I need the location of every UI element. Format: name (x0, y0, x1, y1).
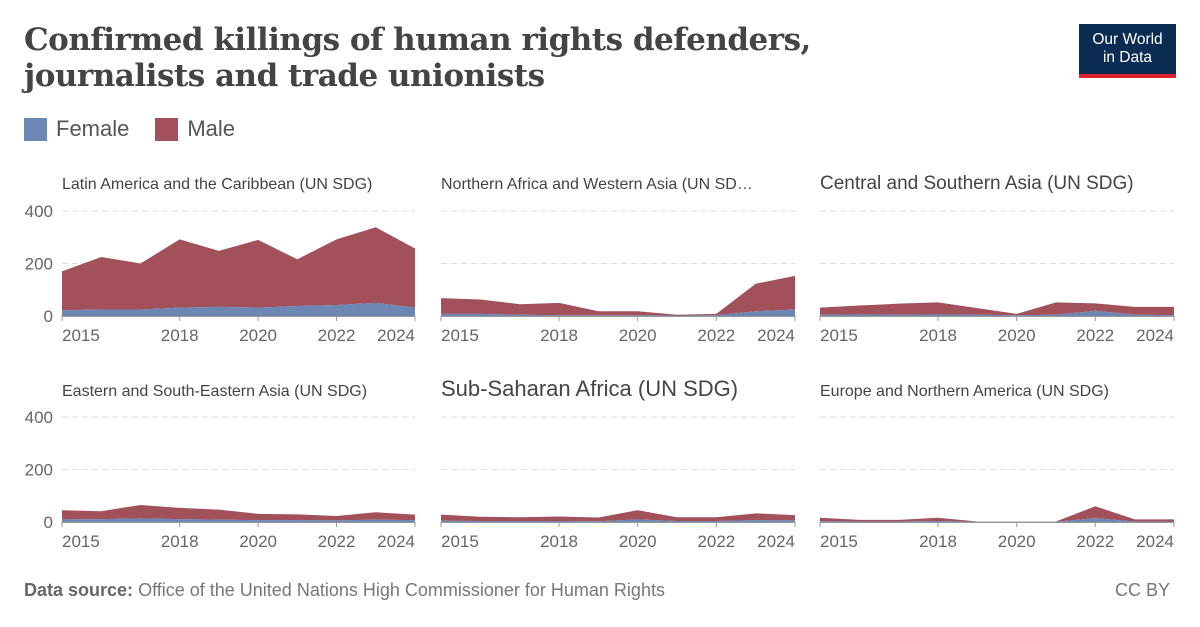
panel-title: Eastern and South-Eastern Asia (UN SDG) (62, 383, 367, 400)
x-tick-label: 2020 (998, 532, 1036, 551)
x-tick-label: 2022 (1076, 532, 1114, 551)
x-tick-label: 2024 (1136, 532, 1174, 551)
license-link[interactable]: CC BY (1114, 580, 1170, 600)
x-tick-label: 2022 (697, 532, 735, 551)
y-tick-label: 400 (25, 202, 53, 221)
area-male (441, 510, 795, 522)
area-female (62, 302, 415, 316)
area-male (62, 504, 415, 521)
area-female (441, 309, 795, 316)
x-tick-label: 2020 (619, 532, 657, 551)
area-male (62, 227, 415, 311)
owid-logo[interactable]: Our World in Data (1079, 24, 1176, 78)
x-tick-label: 2022 (1076, 326, 1114, 345)
chart-title: Confirmed killings of human rights defen… (24, 22, 811, 94)
area-female (820, 310, 1174, 316)
area-female (62, 518, 415, 522)
legend-item-female[interactable]: Female (24, 116, 129, 142)
y-tick-label: 400 (25, 408, 53, 427)
x-tick-label: 2018 (540, 326, 578, 345)
legend-swatch-male (155, 117, 179, 141)
legend-label-male: Male (187, 116, 236, 141)
x-tick-label: 2020 (619, 326, 657, 345)
area-male (820, 506, 1174, 522)
panel-title: Sub-Saharan Africa (UN SDG) (441, 376, 738, 401)
y-tick-label: 200 (25, 461, 53, 480)
legend-swatch-female (24, 117, 47, 141)
data-source: Data source: Office of the United Nation… (24, 580, 665, 601)
x-tick-label: 2015 (820, 532, 858, 551)
x-tick-label: 2022 (697, 326, 735, 345)
legend-item-male[interactable]: Male (155, 116, 235, 142)
x-tick-label: 2024 (1136, 326, 1174, 345)
area-male (441, 275, 795, 316)
panel-title: Latin America and the Caribbean (UN SDG) (62, 176, 372, 193)
y-tick-label: 200 (25, 255, 53, 274)
x-tick-label: 2024 (757, 326, 795, 345)
x-tick-label: 2015 (820, 326, 858, 345)
data-source-text: Office of the United Nations High Commis… (138, 580, 665, 600)
x-tick-label: 2020 (998, 326, 1036, 345)
x-tick-label: 2020 (239, 532, 277, 551)
x-tick-label: 2022 (318, 532, 356, 551)
x-tick-label: 2022 (318, 326, 356, 345)
x-tick-label: 2015 (441, 326, 479, 345)
logo-accent-bar (1079, 74, 1176, 78)
logo-line-2: in Data (1102, 49, 1153, 66)
area-female (820, 518, 1174, 522)
x-tick-label: 2018 (919, 326, 957, 345)
data-source-label: Data source: (24, 580, 134, 600)
x-tick-label: 2018 (540, 532, 578, 551)
y-tick-label: 0 (44, 513, 53, 532)
panel-title: Central and Southern Asia (UN SDG) (820, 173, 1134, 194)
x-tick-label: 2024 (377, 326, 415, 345)
x-tick-label: 2015 (62, 532, 100, 551)
panel-title: Northern Africa and Western Asia (UN SD… (441, 176, 753, 193)
area-female (441, 519, 795, 522)
area-male (820, 302, 1174, 316)
x-tick-label: 2015 (441, 532, 479, 551)
x-tick-label: 2024 (757, 532, 795, 551)
legend-label-female: Female (56, 116, 130, 141)
x-tick-label: 2018 (919, 532, 957, 551)
x-tick-label: 2015 (62, 326, 100, 345)
x-tick-label: 2018 (161, 326, 199, 345)
y-tick-label: 0 (44, 307, 53, 326)
legend: Female Male (24, 116, 235, 142)
x-tick-label: 2018 (161, 532, 199, 551)
x-tick-label: 2024 (377, 532, 415, 551)
logo-line-1: Our World (1092, 31, 1163, 48)
panel-title: Europe and Northern America (UN SDG) (820, 383, 1109, 400)
x-tick-label: 2020 (239, 326, 277, 345)
